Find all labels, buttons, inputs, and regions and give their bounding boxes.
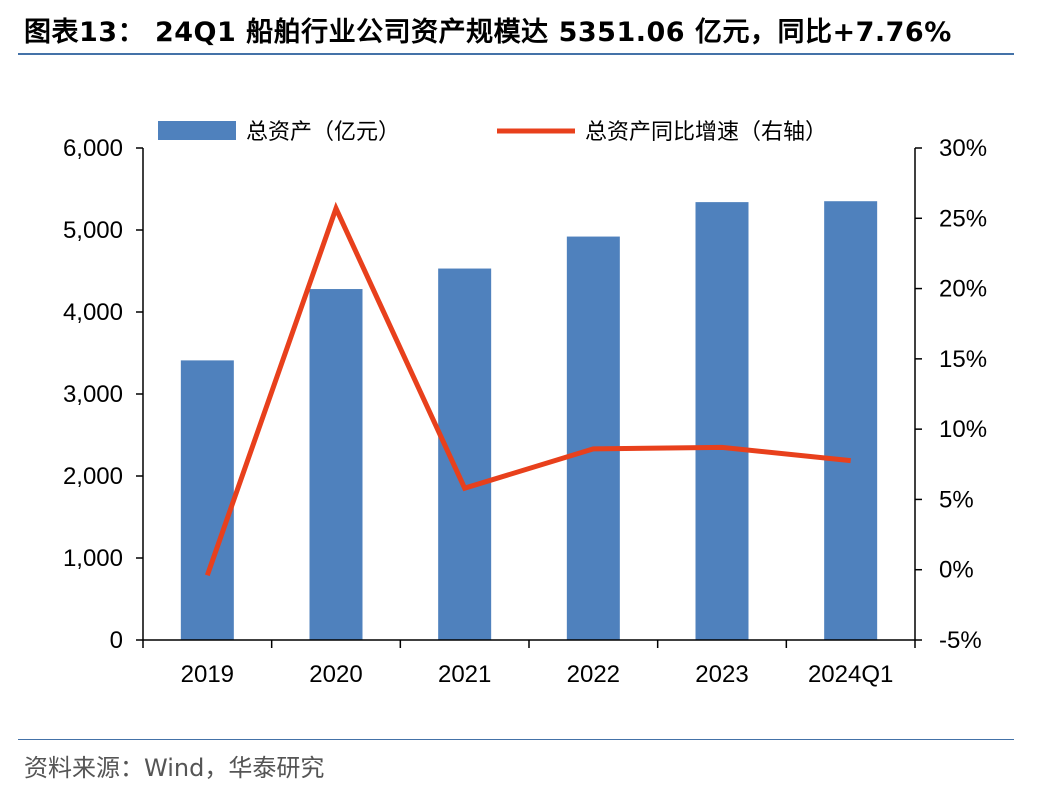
left-tick-label: 0: [110, 627, 123, 654]
right-tick-label: 20%: [939, 276, 987, 303]
legend-bar-label: 总资产（亿元）: [246, 120, 400, 145]
bar-2020: [309, 289, 363, 640]
right-tick-label: 10%: [939, 416, 987, 443]
x-tick-label: 2020: [309, 661, 362, 688]
left-tick-label: 4,000: [63, 299, 123, 326]
footer-divider: [18, 739, 1014, 740]
left-tick-label: 2,000: [63, 463, 123, 490]
axes: 0 1,000 2,000 3,000 4,000 5,000 6,000 -5% 0% 5% 10…: [63, 135, 987, 688]
legend-bar-swatch: [158, 121, 236, 140]
bar-series: [180, 201, 878, 640]
bar-2024Q1: [824, 201, 878, 640]
bar-2019: [180, 360, 234, 640]
left-tick-label: 5,000: [63, 217, 123, 244]
line-series: [204, 201, 851, 577]
x-tick-label: 2022: [567, 661, 620, 688]
right-tick-label: 30%: [939, 135, 987, 162]
bar-2023: [695, 202, 749, 640]
x-tick-label: 2024Q1: [808, 661, 893, 688]
legend: 总资产（亿元） 总资产同比增速（右轴）: [158, 120, 827, 145]
right-tick-label: 0%: [939, 557, 974, 584]
title-divider: [18, 53, 1014, 55]
legend-line-label: 总资产同比增速（右轴）: [585, 120, 827, 145]
left-tick-label: 1,000: [63, 545, 123, 572]
x-tick-label: 2019: [181, 661, 234, 688]
left-tick-label: 6,000: [63, 135, 123, 162]
source-note: 资料来源：Wind，华泰研究: [24, 754, 325, 782]
right-tick-label: 15%: [939, 346, 987, 373]
bar-2022: [566, 236, 620, 640]
growth-line: [204, 201, 851, 577]
right-tick-label: 25%: [939, 205, 987, 232]
x-tick-label: 2023: [695, 661, 748, 688]
chart-title: 图表13： 24Q1 船舶行业公司资产规模达 5351.06 亿元，同比+7.7…: [24, 17, 952, 48]
right-tick-label: 5%: [939, 486, 974, 513]
x-tick-label: 2021: [438, 661, 491, 688]
left-tick-label: 3,000: [63, 381, 123, 408]
bar-2021: [438, 268, 492, 640]
right-tick-label: -5%: [939, 627, 982, 654]
